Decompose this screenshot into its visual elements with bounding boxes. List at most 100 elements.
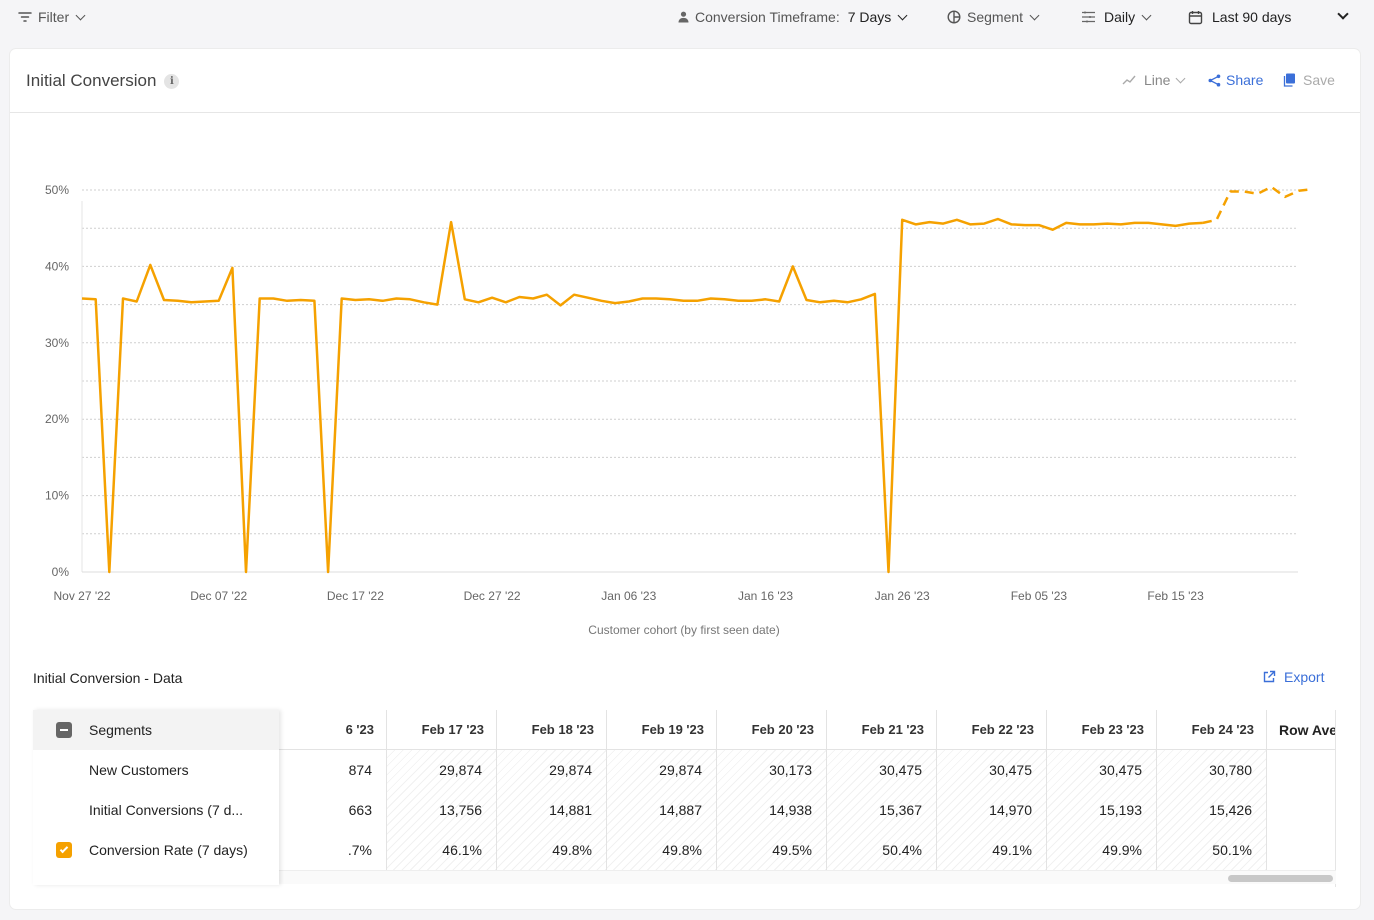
column-header[interactable]: 6 '23 <box>279 710 386 750</box>
table-cell: 29,874 <box>439 762 482 778</box>
chart-grid <box>82 189 1298 535</box>
column-header[interactable]: Feb 23 '23 <box>1047 710 1156 750</box>
date-column: Feb 22 '23 30,475 14,970 49.1% <box>937 710 1047 870</box>
table-cell: 30,475 <box>989 762 1032 778</box>
table-cell: 13,756 <box>439 802 482 818</box>
column-header[interactable]: Feb 20 '23 <box>717 710 826 750</box>
scrollbar-thumb[interactable] <box>1228 875 1333 882</box>
segment-dropdown[interactable]: Segment <box>947 9 1040 25</box>
chart-axes: 0% 10% 20% 30% 40% 50% Nov 27 '22 Dec 07 '22 Dec… <box>45 183 1298 603</box>
date-column: Feb 17 '23 29,874 13,756 46.1% <box>387 710 497 870</box>
chevron-down-icon <box>75 10 86 20</box>
chart-type-dropdown[interactable]: Line <box>1122 72 1186 88</box>
column-header[interactable]: Feb 19 '23 <box>607 710 716 750</box>
granularity-label: Daily <box>1104 9 1136 25</box>
line-chart-icon <box>1122 75 1136 85</box>
table-cell: 14,938 <box>769 802 812 818</box>
x-tick-label: Jan 26 '23 <box>875 589 930 603</box>
series-line-complete[interactable] <box>81 217 1203 574</box>
row-average-column: Row Average 25,2859,82038.8% <box>1267 710 1336 870</box>
filter-icon <box>18 12 32 22</box>
share-label: Share <box>1226 72 1264 88</box>
column-body: 874 663 .7% <box>279 750 386 870</box>
column-header[interactable]: Feb 17 '23 <box>387 710 496 750</box>
table-cell: 663 <box>348 802 372 818</box>
date-column: Feb 24 '23 30,780 15,426 50.1% <box>1157 710 1267 870</box>
table-cell: 15,367 <box>879 802 922 818</box>
column-body: 29,874 14,887 49.8% <box>607 750 716 870</box>
y-tick-label: 30% <box>45 336 69 350</box>
column-header[interactable]: Feb 22 '23 <box>937 710 1046 750</box>
row-average-cell: 38.8% <box>1267 830 1335 870</box>
x-tick-label: Jan 16 '23 <box>738 589 793 603</box>
x-tick-label: Feb 15 '23 <box>1147 589 1204 603</box>
report-title-text: Initial Conversion <box>26 71 157 90</box>
x-axis-label: Customer cohort (by first seen date) <box>588 623 779 637</box>
horizontal-scrollbar[interactable] <box>279 870 1336 884</box>
column-body: 25,2859,82038.8% <box>1267 750 1335 870</box>
date-column: Feb 18 '23 29,874 14,881 49.8% <box>497 710 607 870</box>
segment-label: Segment <box>967 9 1024 25</box>
segment-row-new-customers: New Customers <box>33 750 279 790</box>
table-cell: 50.4% <box>882 842 922 858</box>
conversion-rate-checkbox[interactable] <box>56 842 72 858</box>
x-tick-label: Nov 27 '22 <box>54 589 111 603</box>
save-button[interactable]: Save <box>1283 72 1335 88</box>
date-column: Feb 21 '23 30,475 15,367 50.4% <box>827 710 937 870</box>
table-cell: .7% <box>347 842 372 858</box>
column-body: 30,173 14,938 49.5% <box>717 750 826 870</box>
date-range-dropdown[interactable]: Last 90 days <box>1188 9 1291 25</box>
x-tick-label: Dec 27 '22 <box>464 589 521 603</box>
date-column: Feb 20 '23 30,173 14,938 49.5% <box>717 710 827 870</box>
segment-row-initial-conversions: Initial Conversions (7 d... <box>33 790 279 830</box>
timeframe-value: 7 Days <box>847 9 892 25</box>
granularity-icon <box>1082 11 1095 23</box>
column-header[interactable]: Feb 18 '23 <box>497 710 606 750</box>
select-all-checkbox[interactable] <box>56 722 72 738</box>
x-tick-label: Jan 06 '23 <box>601 589 656 603</box>
table-cell: 14,881 <box>549 802 592 818</box>
data-section-title: Initial Conversion - Data <box>33 670 183 686</box>
table-cell: 30,475 <box>1099 762 1142 778</box>
date-column: 6 '23 874 663 .7% <box>279 710 387 870</box>
data-table: Segments New Customers Initial Conversio… <box>33 710 1336 887</box>
table-cell: 29,874 <box>659 762 702 778</box>
conversion-timeframe-dropdown[interactable]: Conversion Timeframe: 7 Days <box>678 9 908 25</box>
segments-header-label: Segments <box>89 722 153 738</box>
chevron-down-icon <box>897 10 908 20</box>
column-header[interactable]: Feb 24 '23 <box>1157 710 1266 750</box>
column-body: 30,780 15,426 50.1% <box>1157 750 1266 870</box>
y-tick-label: 10% <box>45 489 69 503</box>
export-label: Export <box>1284 669 1325 685</box>
column-body: 29,874 13,756 46.1% <box>387 750 496 870</box>
table-cell: 874 <box>348 762 372 778</box>
table-cell: 49.1% <box>992 842 1032 858</box>
save-icon <box>1283 73 1295 87</box>
share-button[interactable]: Share <box>1208 72 1263 88</box>
row-average-header[interactable]: Row Average <box>1267 710 1336 750</box>
filter-label: Filter <box>38 9 70 25</box>
segments-column: Segments New Customers Initial Conversio… <box>33 710 279 885</box>
export-icon <box>1263 670 1276 683</box>
row-average-label: Row Average <box>1279 721 1336 738</box>
info-icon[interactable]: i <box>164 73 180 89</box>
date-column: Feb 19 '23 29,874 14,887 49.8% <box>607 710 717 870</box>
chevron-down-icon[interactable] <box>1337 8 1349 20</box>
table-cell: 49.8% <box>552 842 592 858</box>
column-header[interactable]: Feb 21 '23 <box>827 710 936 750</box>
series-line-incomplete[interactable] <box>1202 185 1313 225</box>
data-grid[interactable]: 6 '23 874 663 .7% Feb 17 '23 29,874 13,756 46.1… <box>279 710 1336 887</box>
x-tick-label: Dec 17 '22 <box>327 589 384 603</box>
top-toolbar: Filter Conversion Timeframe: 7 Days Segm… <box>0 0 1374 36</box>
person-icon <box>678 11 689 23</box>
chevron-down-icon <box>1176 73 1186 83</box>
export-button[interactable]: Export <box>1262 669 1324 685</box>
segment-row-label: Conversion Rate (7 days) <box>89 842 248 858</box>
column-body: 30,475 15,367 50.4% <box>827 750 936 870</box>
chevron-down-icon <box>1141 10 1152 20</box>
granularity-dropdown[interactable]: Daily <box>1081 9 1152 25</box>
table-cell: 30,475 <box>879 762 922 778</box>
filter-button[interactable]: Filter <box>18 9 86 25</box>
segment-row-conversion-rate: Conversion Rate (7 days) <box>33 830 279 870</box>
date-range-label: Last 90 days <box>1212 9 1292 25</box>
